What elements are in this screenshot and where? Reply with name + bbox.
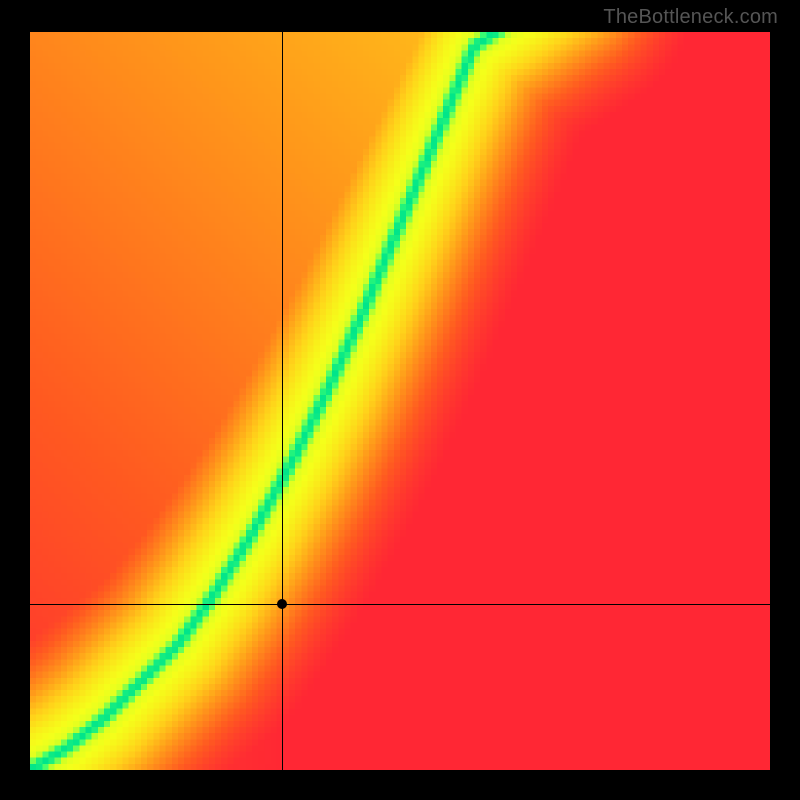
heatmap-canvas [30,32,770,770]
crosshair-horizontal [30,604,770,605]
crosshair-vertical [282,32,283,770]
crosshair-marker [277,599,287,609]
heatmap-plot [30,32,770,770]
watermark-text: TheBottleneck.com [603,6,778,29]
